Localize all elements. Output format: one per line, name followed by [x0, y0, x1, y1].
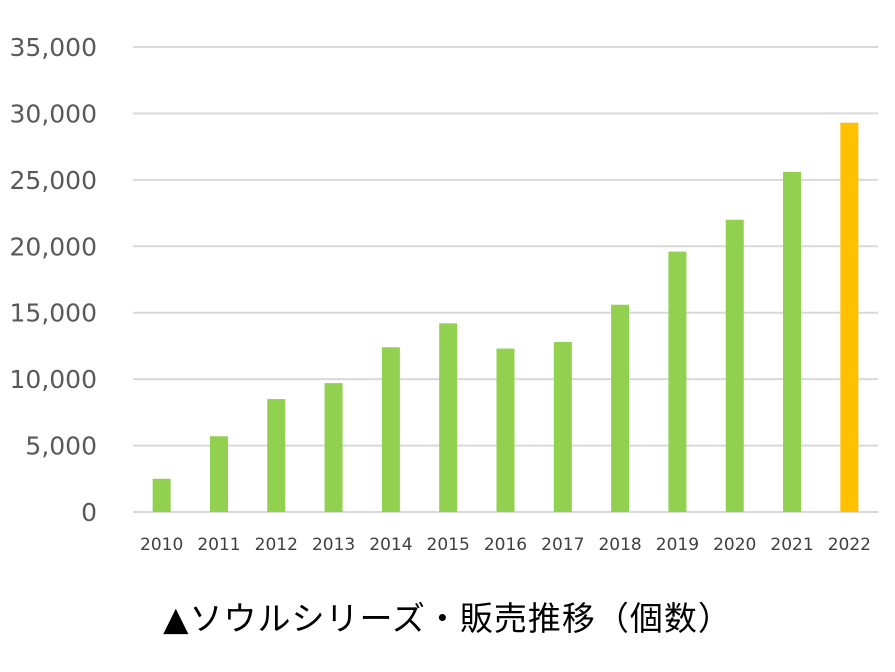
x-tick-label: 2018 [598, 535, 641, 555]
y-tick-label: 20,000 [10, 232, 97, 261]
y-tick-label: 15,000 [10, 299, 97, 328]
y-tick-label: 0 [81, 498, 97, 527]
x-tick-label: 2021 [770, 535, 813, 555]
bar-2021 [783, 171, 802, 512]
bar-2018 [611, 304, 630, 512]
x-tick-label: 2016 [484, 535, 527, 555]
bar-2022 [840, 122, 859, 512]
x-tick-label: 2012 [255, 535, 298, 555]
y-tick-label: 30,000 [10, 99, 97, 128]
y-tick-label: 5,000 [25, 432, 97, 461]
bar-2017 [553, 341, 572, 512]
x-axis-tick-labels: 2010 2011 2012 2013 2014 2015 2016 2017 2018 2019… [140, 535, 871, 555]
bar-2019 [668, 251, 687, 512]
y-tick-label: 25,000 [10, 166, 97, 195]
x-tick-label: 2022 [828, 535, 871, 555]
y-tick-label: 35,000 [10, 33, 97, 62]
bar-2016 [496, 348, 515, 512]
x-tick-label: 2011 [197, 535, 240, 555]
x-tick-label: 2010 [140, 535, 183, 555]
chart-caption: ▲ソウルシリーズ・販売推移（個数） [163, 599, 732, 638]
bar-2012 [267, 399, 286, 512]
x-tick-label: 2017 [541, 535, 584, 555]
x-tick-label: 2015 [427, 535, 470, 555]
x-tick-label: 2013 [312, 535, 355, 555]
bar-2011 [209, 436, 228, 512]
bar-2015 [439, 323, 458, 512]
x-tick-label: 2014 [369, 535, 412, 555]
x-tick-label: 2020 [713, 535, 756, 555]
bars [152, 122, 859, 512]
x-tick-label: 2019 [656, 535, 699, 555]
bar-2013 [324, 383, 343, 512]
bar-2014 [381, 347, 400, 512]
bar-2010 [152, 478, 171, 512]
y-axis-tick-labels: 0 5,000 10,000 15,000 20,000 25,000 30,000 35,0… [10, 33, 97, 527]
bar-2020 [725, 219, 744, 512]
y-tick-label: 10,000 [10, 365, 97, 394]
